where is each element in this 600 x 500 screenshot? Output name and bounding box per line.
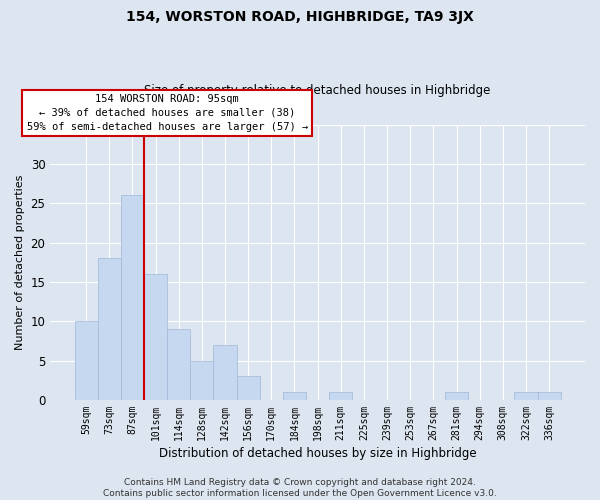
Bar [538, 392, 560, 400]
Bar [98, 258, 121, 400]
Bar [283, 392, 306, 400]
Y-axis label: Number of detached properties: Number of detached properties [15, 174, 25, 350]
Bar [167, 329, 190, 400]
X-axis label: Distribution of detached houses by size in Highbridge: Distribution of detached houses by size … [159, 447, 476, 460]
Bar [514, 392, 538, 400]
Bar [214, 345, 236, 400]
Bar [329, 392, 352, 400]
Text: 154, WORSTON ROAD, HIGHBRIDGE, TA9 3JX: 154, WORSTON ROAD, HIGHBRIDGE, TA9 3JX [126, 10, 474, 24]
Bar [144, 274, 167, 400]
Title: Size of property relative to detached houses in Highbridge: Size of property relative to detached ho… [145, 84, 491, 97]
Bar [190, 360, 214, 400]
Bar [121, 196, 144, 400]
Bar [74, 322, 98, 400]
Bar [445, 392, 468, 400]
Bar [236, 376, 260, 400]
Text: 154 WORSTON ROAD: 95sqm
← 39% of detached houses are smaller (38)
59% of semi-de: 154 WORSTON ROAD: 95sqm ← 39% of detache… [26, 94, 308, 132]
Text: Contains HM Land Registry data © Crown copyright and database right 2024.
Contai: Contains HM Land Registry data © Crown c… [103, 478, 497, 498]
